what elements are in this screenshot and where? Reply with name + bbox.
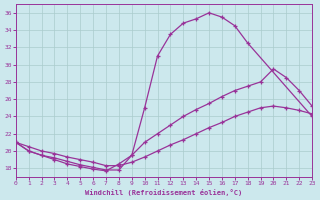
X-axis label: Windchill (Refroidissement éolien,°C): Windchill (Refroidissement éolien,°C) xyxy=(85,189,243,196)
